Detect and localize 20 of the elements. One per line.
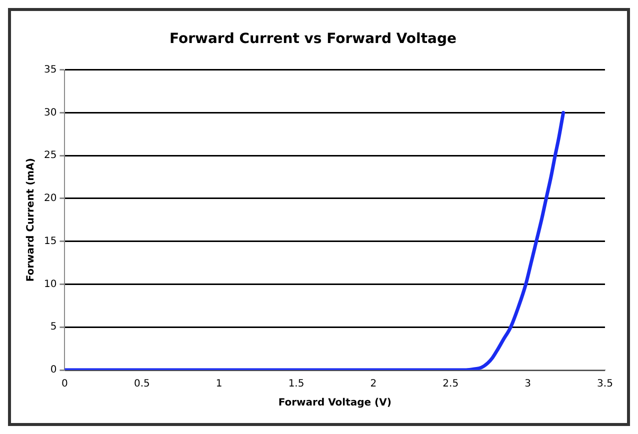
x-tick-label: 1.5: [288, 378, 304, 390]
x-axis-title: Forward Voltage (V): [278, 398, 392, 409]
y-tick-label: 30: [44, 107, 57, 118]
y-tick-label: 0: [50, 364, 57, 376]
y-tick-label: 25: [44, 150, 57, 162]
line-series: [64, 110, 566, 370]
y-tick-label: 10: [44, 278, 57, 290]
y-tick-label: 35: [44, 64, 57, 76]
y-tick-label: 15: [44, 236, 57, 247]
x-tick-label: 2.5: [442, 378, 459, 390]
x-tick-label: 1: [216, 378, 222, 390]
y-tick-label: 20: [44, 193, 57, 204]
x-tick-label: 2: [370, 378, 377, 390]
y-tick-label: 5: [50, 322, 57, 333]
x-tick-label: 3.5: [597, 378, 613, 390]
y-axis-title: Forward Current (mA): [26, 158, 37, 282]
x-tick-label: 3: [524, 378, 532, 390]
x-tick-label: 0: [62, 378, 68, 390]
chart-title: Forward Current vs Forward Voltage: [170, 31, 456, 48]
x-tick-label: 0.5: [134, 378, 150, 390]
